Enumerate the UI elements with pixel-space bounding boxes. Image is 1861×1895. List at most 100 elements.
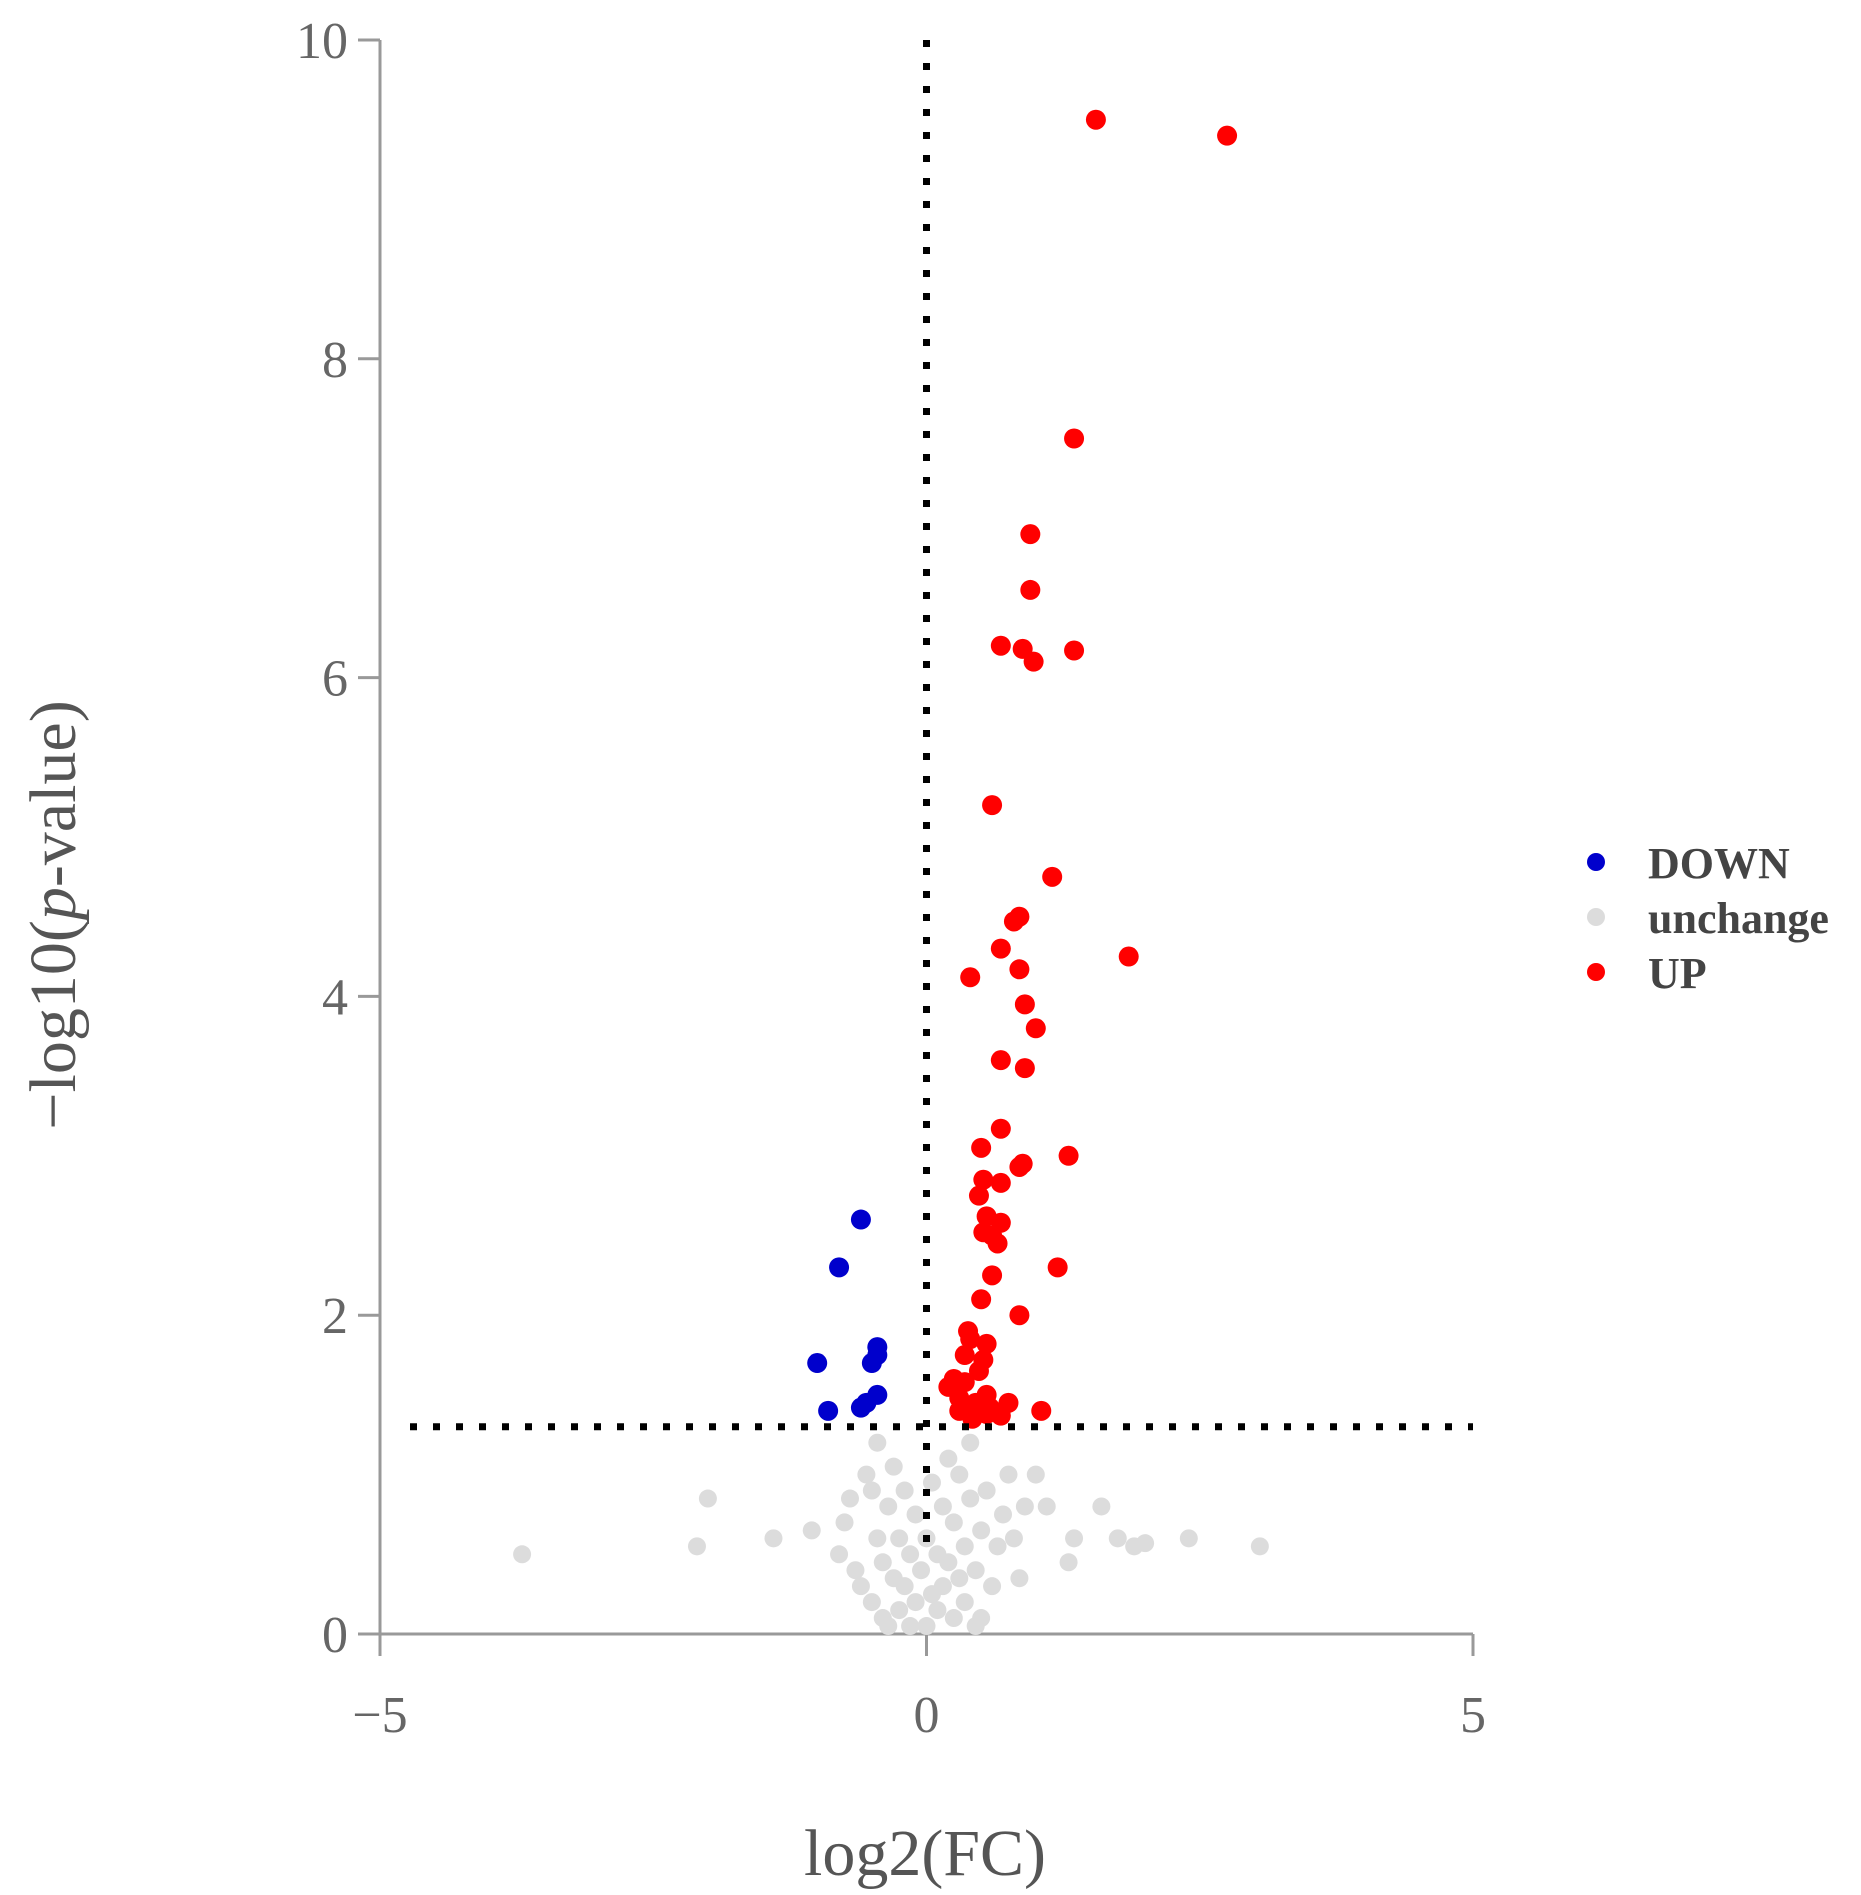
data-point-up [954,1372,975,1393]
data-point-unchange [950,1569,969,1588]
data-point-unchange [1015,1497,1034,1516]
data-point-unchange [1092,1497,1111,1516]
data-point-down [818,1400,839,1421]
data-point-unchange [906,1505,925,1524]
data-point-up [990,1172,1011,1193]
data-point-up [954,1345,975,1366]
legend-label-unchange: unchange [1648,894,1829,943]
data-point-unchange [1136,1534,1155,1553]
data-point-unchange [906,1593,925,1612]
data-point-up [982,1265,1003,1286]
y-tick-label: 0 [322,1607,348,1664]
legend-marker-down [1587,853,1605,871]
legend-label-up: UP [1648,949,1707,998]
legend-marker-up [1587,963,1605,981]
x-tick-label: −5 [352,1687,407,1744]
data-point-up [949,1388,970,1409]
data-point-unchange [835,1513,854,1532]
y-axis-title: −log10(p-value) [17,700,90,1129]
data-point-up [990,635,1011,656]
data-point-down [850,1209,871,1230]
data-point-unchange [895,1577,914,1596]
data-point-unchange [802,1521,821,1540]
data-point-unchange [994,1505,1013,1524]
data-point-up [976,1333,997,1354]
y-tick-label: 2 [322,1288,348,1345]
y-tick-label: 8 [322,332,348,389]
data-point-unchange [983,1577,1002,1596]
data-point-unchange [955,1537,974,1556]
data-point-up [971,1137,992,1158]
data-point-unchange [1059,1553,1078,1572]
data-point-unchange [862,1481,881,1500]
data-point-unchange [999,1465,1018,1484]
data-point-unchange [955,1593,974,1612]
data-point-unchange [933,1497,952,1516]
data-point-up [1003,911,1024,932]
data-point-up [1042,866,1063,887]
legend-label-down: DOWN [1648,839,1790,888]
data-point-unchange [939,1449,958,1468]
data-point-up [971,1289,992,1310]
data-point-unchange [944,1513,963,1532]
data-point-unchange [873,1553,892,1572]
data-point-unchange [1026,1465,1045,1484]
data-point-unchange [917,1617,936,1636]
data-point-up [1009,1305,1030,1326]
data-point-up [1009,1156,1030,1177]
data-point-unchange [939,1553,958,1572]
data-point-unchange [988,1537,1007,1556]
data-point-up [990,1118,1011,1139]
y-axis-title-prefix: −log10( [17,920,90,1130]
data-point-unchange [1108,1529,1127,1548]
x-axis-title: log2(FC) [804,1817,1046,1890]
data-point-up [1014,994,1035,1015]
data-point-unchange [840,1489,859,1508]
data-point-up [987,1233,1008,1254]
data-point-unchange [1010,1569,1029,1588]
data-point-unchange [977,1481,996,1500]
data-point-down [807,1353,828,1374]
legend: DOWN unchange UP [1587,839,1829,998]
data-point-down [829,1257,850,1278]
data-point-up [1009,959,1030,980]
data-point-unchange [846,1561,865,1580]
data-point-up [1014,1058,1035,1079]
data-point-up [960,1329,981,1350]
data-point-unchange [966,1617,985,1636]
data-point-unchange [868,1529,887,1548]
data-point-up [1025,1018,1046,1039]
data-point-up [968,1185,989,1206]
data-point-unchange [698,1489,717,1508]
data-point-up [1217,125,1238,146]
data-point-unchange [944,1609,963,1628]
data-point-unchange [1179,1529,1198,1548]
y-tick-label: 4 [322,969,348,1026]
data-point-up [998,1392,1019,1413]
y-tick-label: 10 [296,13,348,70]
data-point-unchange [687,1537,706,1556]
data-point-up [960,967,981,988]
points-layer [513,109,1269,1636]
data-point-unchange [972,1521,991,1540]
threshold-layer [410,40,1473,1547]
data-point-unchange [890,1601,909,1620]
data-point-unchange [513,1545,532,1564]
data-point-up [1031,1400,1052,1421]
data-point-unchange [895,1481,914,1500]
data-point-unchange [1250,1537,1269,1556]
data-point-unchange [912,1561,931,1580]
data-point-unchange [884,1457,903,1476]
data-point-up [982,795,1003,816]
data-point-unchange [890,1529,909,1548]
data-point-unchange [879,1617,898,1636]
data-point-unchange [922,1473,941,1492]
y-tick-label: 6 [322,651,348,708]
data-point-up [1047,1257,1068,1278]
data-point-unchange [879,1497,898,1516]
data-point-up [1023,651,1044,672]
data-point-unchange [901,1617,920,1636]
x-tick-label: 5 [1460,1687,1486,1744]
